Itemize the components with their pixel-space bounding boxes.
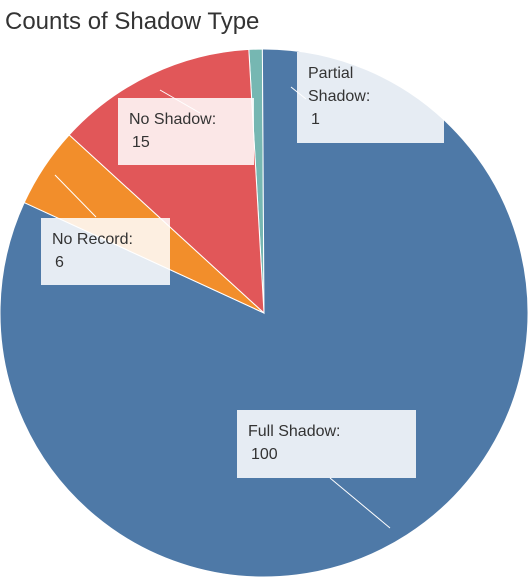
data-label-box <box>237 410 416 478</box>
data-label-full-shadow: Full Shadow: 100 <box>237 410 416 478</box>
data-label-partial-shadow: Partial Shadow: 1 <box>297 52 444 143</box>
data-label-value: 6 <box>55 254 64 271</box>
data-label-no-record: No Record: 6 <box>41 218 170 285</box>
leader-line-full-shadow <box>329 477 391 529</box>
chart-title: Counts of Shadow Type <box>5 8 260 35</box>
data-label-box <box>118 98 254 165</box>
data-label-value: 15 <box>132 134 150 151</box>
data-label-value: 100 <box>251 446 278 463</box>
data-label-box <box>297 52 444 143</box>
data-label-no-shadow: No Shadow: 15 <box>118 98 254 165</box>
leader-line-no-record <box>54 174 97 218</box>
data-label-name: No Shadow: <box>129 111 216 128</box>
data-label-name: Partial <box>308 65 353 82</box>
data-label-box <box>41 218 170 285</box>
data-label-name: Full Shadow: <box>248 423 341 440</box>
data-label-name: Shadow: <box>308 88 370 105</box>
data-label-name: No Record: <box>52 231 133 248</box>
data-label-value: 1 <box>311 111 320 128</box>
